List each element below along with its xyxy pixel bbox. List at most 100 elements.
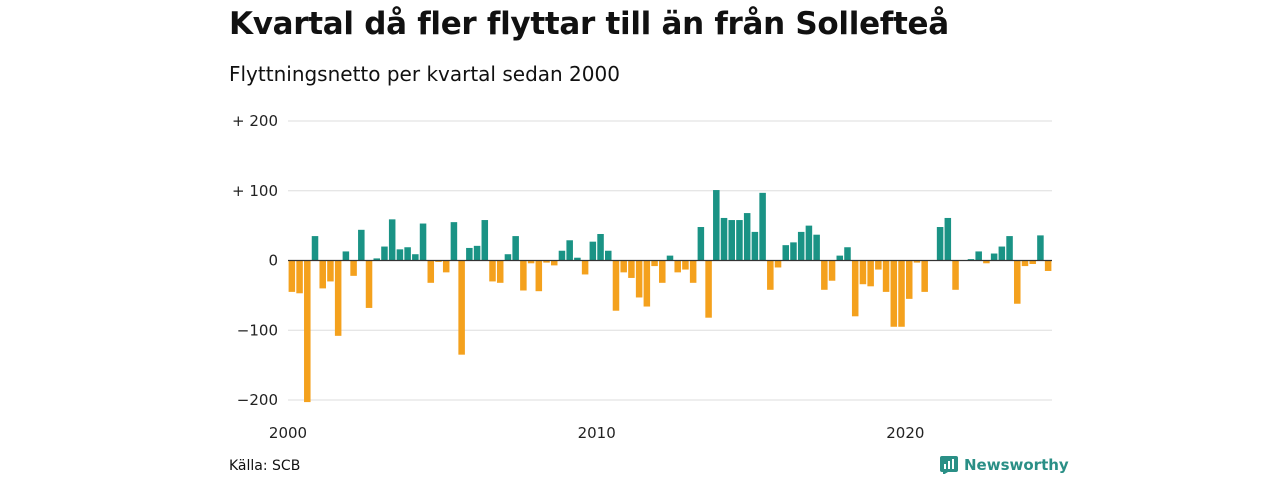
bar-2019Q3 — [890, 260, 898, 327]
bar-2002Q2 — [358, 229, 365, 261]
bar-2016Q2 — [790, 242, 797, 261]
bar-2002Q4 — [373, 258, 381, 261]
bar-2003Q1 — [381, 246, 388, 261]
bar-2010Q4 — [620, 260, 627, 273]
bar-2018Q2 — [851, 260, 859, 317]
bar-2006Q1 — [473, 245, 481, 261]
bar-2007Q4 — [527, 260, 535, 264]
chart-title: Kvartal då fler flyttar till än från Sol… — [229, 6, 949, 42]
bar-2019Q2 — [882, 260, 890, 292]
bar-2024Q1 — [1029, 260, 1036, 264]
bar-2014Q1 — [720, 217, 728, 261]
bar-2018Q1 — [844, 247, 851, 261]
bar-2000Q2 — [296, 260, 303, 294]
bar-2005Q4 — [466, 247, 473, 261]
bar-2020Q1 — [905, 260, 913, 299]
bar-2004Q2 — [419, 223, 427, 261]
bar-2024Q2 — [1037, 235, 1044, 261]
bar-2005Q1 — [442, 260, 450, 273]
bar-2007Q2 — [512, 236, 519, 261]
y-tick-label: −100 — [237, 321, 278, 339]
bar-2002Q1 — [350, 260, 357, 276]
bar-2009Q1 — [566, 240, 573, 261]
bar-2012Q3 — [674, 260, 681, 273]
bar-2013Q4 — [713, 190, 720, 261]
bar-2018Q4 — [867, 260, 874, 287]
bar-2006Q2 — [481, 220, 489, 261]
x-tick-label: 2020 — [886, 424, 924, 442]
bar-2002Q3 — [365, 260, 373, 308]
brand-logo: Newsworthy — [940, 456, 1069, 474]
source-note: Källa: SCB — [229, 458, 301, 474]
bar-2008Q4 — [558, 250, 566, 261]
bar-2015Q3 — [767, 260, 774, 290]
bar-2022Q4 — [990, 253, 998, 261]
bar-2007Q1 — [504, 254, 512, 261]
bar-2015Q2 — [759, 192, 766, 261]
bar-2012Q4 — [682, 260, 689, 270]
bar-2003Q2 — [388, 219, 396, 261]
bar-2004Q1 — [412, 254, 419, 261]
bar-2012Q1 — [659, 260, 666, 283]
bar-2023Q3 — [1014, 260, 1021, 304]
bar-2001Q3 — [334, 260, 342, 336]
bar-2021Q1 — [936, 227, 944, 261]
bar-2009Q3 — [581, 260, 589, 275]
bar-2016Q4 — [805, 225, 813, 261]
brand-name: Newsworthy — [964, 456, 1069, 474]
bar-2021Q2 — [944, 217, 952, 261]
bar-2016Q3 — [797, 231, 805, 261]
bar-2003Q3 — [396, 249, 404, 261]
bar-2017Q3 — [828, 260, 836, 281]
bar-2008Q1 — [535, 260, 543, 292]
y-tick-label: + 100 — [232, 182, 278, 200]
bar-2001Q4 — [342, 251, 350, 261]
bar-2023Q2 — [1006, 236, 1013, 261]
bar-2006Q3 — [489, 260, 496, 282]
bar-2011Q2 — [635, 260, 643, 298]
bar-2014Q4 — [743, 213, 751, 261]
bar-2019Q1 — [875, 260, 882, 270]
bar-2023Q4 — [1021, 260, 1029, 267]
bar-2003Q4 — [404, 247, 411, 261]
bar-2022Q3 — [983, 260, 990, 264]
bar-2008Q3 — [550, 260, 558, 266]
bar-2005Q2 — [450, 222, 458, 261]
bar-2015Q4 — [774, 260, 782, 268]
bar-2017Q2 — [821, 260, 828, 290]
x-tick-label: 2000 — [269, 424, 307, 442]
bar-2000Q4 — [311, 236, 319, 261]
bar-2008Q2 — [543, 260, 550, 263]
bar-2005Q3 — [458, 260, 465, 355]
y-tick-label: −200 — [237, 391, 278, 409]
y-tick-label: 0 — [268, 252, 278, 270]
bar-2020Q2 — [913, 260, 921, 263]
bar-2023Q1 — [998, 246, 1006, 261]
bar-2014Q2 — [728, 220, 735, 261]
bar-2020Q3 — [921, 260, 928, 292]
bar-2016Q1 — [782, 245, 790, 261]
bar-2019Q4 — [898, 260, 905, 327]
bar-2000Q1 — [288, 260, 296, 292]
bar-2011Q3 — [643, 260, 651, 307]
bar-2001Q2 — [327, 260, 334, 282]
bar-2004Q4 — [435, 260, 442, 262]
bar-2004Q3 — [427, 260, 435, 283]
bar-2011Q1 — [628, 260, 635, 278]
bar-2018Q3 — [859, 260, 867, 285]
bar-2013Q2 — [697, 227, 705, 261]
bar-2021Q3 — [952, 260, 959, 290]
bar-2013Q3 — [705, 260, 712, 318]
y-tick-label: + 200 — [232, 112, 278, 130]
bar-2010Q3 — [612, 260, 620, 311]
bar-2011Q4 — [651, 260, 658, 267]
bar-2017Q4 — [836, 255, 844, 261]
bar-2010Q1 — [597, 233, 604, 261]
bar-2022Q1 — [967, 259, 975, 261]
bar-2017Q1 — [813, 234, 820, 261]
bar-2013Q1 — [689, 260, 697, 283]
bar-2022Q2 — [975, 251, 982, 261]
bar-2024Q3 — [1044, 260, 1052, 271]
x-tick-label: 2010 — [578, 424, 616, 442]
bar-2001Q1 — [319, 260, 326, 289]
